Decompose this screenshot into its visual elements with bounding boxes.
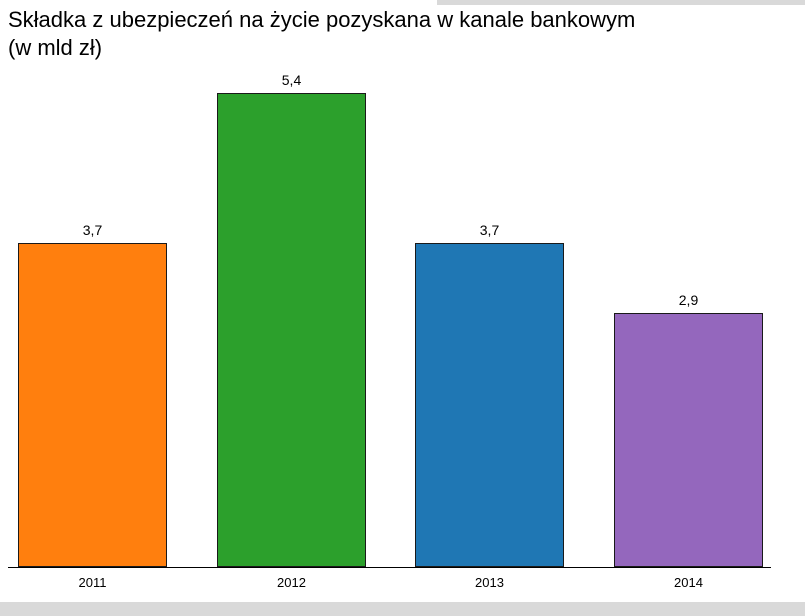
bar-2014 xyxy=(614,313,763,567)
x-tick-label-2013: 2013 xyxy=(475,575,504,590)
chart-title: Składka z ubezpieczeń na życie pozyskana… xyxy=(8,7,636,32)
x-tick-label-2011: 2011 xyxy=(78,575,107,590)
x-tick-label-2014: 2014 xyxy=(674,575,703,590)
chart-subtitle: (w mld zł) xyxy=(8,35,103,60)
page-edge-top xyxy=(437,0,805,5)
bar-2013 xyxy=(415,243,564,567)
bar-value-label-2014: 2,9 xyxy=(678,292,699,308)
x-axis-line xyxy=(8,567,771,568)
bar-value-label-2013: 3,7 xyxy=(479,222,500,238)
bar-value-label-2011: 3,7 xyxy=(82,222,103,238)
bar-2012 xyxy=(217,93,366,567)
bar-2011 xyxy=(18,243,167,567)
page-edge-bottom xyxy=(0,602,805,616)
x-tick-label-2012: 2012 xyxy=(277,575,306,590)
bar-value-label-2012: 5,4 xyxy=(281,72,302,88)
